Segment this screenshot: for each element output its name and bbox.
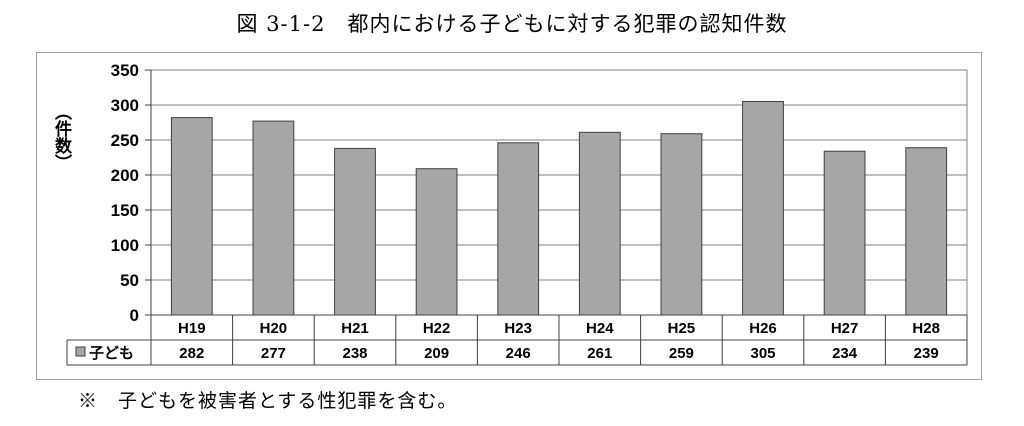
y-tick-label: 350	[111, 61, 139, 80]
x-tick-label: H25	[668, 320, 696, 337]
y-tick-label: 200	[111, 166, 139, 185]
data-label: 277	[261, 345, 286, 362]
bar	[660, 133, 703, 316]
y-tick-label: 300	[111, 96, 139, 115]
chart-title: 図 3-1-2 都内における子どもに対する犯罪の認知件数	[236, 12, 788, 36]
bar	[252, 120, 295, 316]
x-tick-label: H19	[178, 320, 206, 337]
footnote: ※ 子どもを被害者とする性犯罪を含む。	[78, 390, 458, 412]
x-tick-label: H23	[504, 320, 532, 337]
data-label: 234	[832, 345, 858, 362]
x-tick-label: H21	[341, 320, 369, 337]
bar	[170, 117, 213, 316]
chart-frame: 0 50 100 150 200 250 300 350 H19 282 H20 277 H21 238…	[36, 52, 982, 380]
y-tick-label: 150	[111, 201, 139, 220]
y-tick-label: 0	[130, 306, 139, 325]
data-label: 238	[342, 345, 367, 362]
x-tick-label: H27	[831, 320, 859, 337]
bar	[497, 142, 540, 316]
legend-label: 子ども	[89, 345, 134, 362]
y-tick-label: 100	[111, 236, 139, 255]
x-tick-label: H20	[260, 320, 288, 337]
x-tick-label: H24	[586, 320, 614, 337]
bars	[170, 101, 948, 316]
bar	[823, 150, 866, 316]
data-label: 259	[669, 345, 694, 362]
data-label: 282	[179, 345, 204, 362]
x-tick-label: H26	[749, 320, 777, 337]
bar	[415, 168, 458, 316]
bar	[742, 101, 784, 316]
bar	[334, 147, 376, 316]
bar	[905, 147, 948, 316]
data-label: 305	[750, 345, 775, 362]
x-tick-label: H22	[423, 320, 451, 337]
data-table: H19 282 H20 277 H21 238 H22 209 H23 246 H24 261 H25 2…	[66, 314, 968, 366]
x-tick-label: H28	[912, 320, 940, 337]
bar	[578, 131, 621, 316]
data-label: 239	[914, 345, 939, 362]
data-label: 246	[506, 345, 531, 362]
data-label: 261	[587, 345, 612, 362]
data-label: 209	[424, 345, 449, 362]
y-tick-label: 50	[120, 271, 139, 290]
axes: 0 50 100 150 200 250 300 350	[111, 61, 152, 325]
y-axis-label: （件数）	[51, 103, 72, 171]
bar-chart: 0 50 100 150 200 250 300 350 H19 282 H20 277 H21 238…	[51, 61, 968, 366]
legend-swatch	[75, 346, 86, 357]
y-tick-label: 250	[111, 131, 139, 150]
